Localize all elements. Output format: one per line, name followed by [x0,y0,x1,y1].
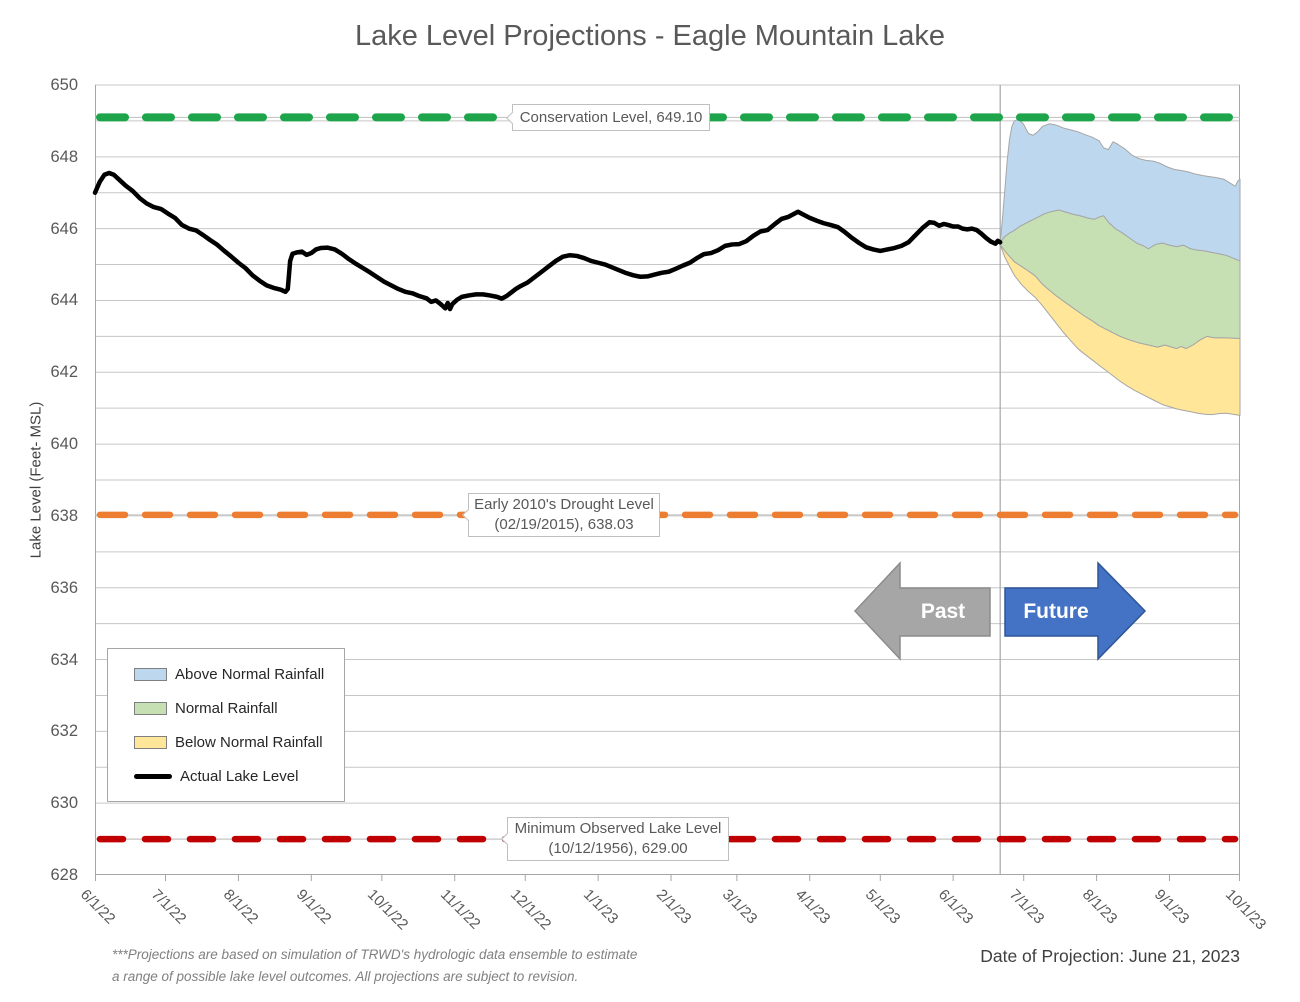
y-tick-label: 644 [50,291,78,310]
footnote-line2: a range of possible lake level outcomes.… [112,968,579,984]
x-tick-label: 6/1/22 [76,886,119,928]
legend-item-below-normal: Below Normal Rainfall [134,734,344,751]
legend-item-above-normal: Above Normal Rainfall [134,666,344,683]
drought-level-text-line2: (02/19/2015), 638.03 [494,516,634,533]
conservation-level-callout: Conservation Level, 649.10 [512,104,710,131]
x-tick-label: 5/1/23 [862,886,904,928]
above-normal-band [999,118,1241,262]
x-tick-label: 9/1/22 [293,886,335,928]
x-tick-label: 10/1/22 [363,886,412,934]
x-tick-label: 1/1/23 [580,886,622,928]
footnote-line1: ***Projections are based on simulation o… [112,947,638,962]
x-tick-label: 12/1/22 [507,886,555,934]
x-tick-label: 11/1/22 [436,886,484,933]
x-tick-label: 7/1/22 [147,886,190,928]
y-axis-title: Lake Level (Feet- MSL) [27,401,45,559]
minimum-observed-text-line2: (10/12/1956), 629.00 [548,840,688,857]
legend-label: Normal Rainfall [175,699,278,717]
drought-level-callout: Early 2010's Drought Level (02/19/2015),… [468,493,660,537]
y-tick-label: 634 [50,650,78,669]
future-arrow-icon [1004,561,1147,661]
x-tick-label: 6/1/23 [935,886,977,928]
y-tick-label: 630 [50,794,78,813]
conservation-level-text: Conservation Level, 649.10 [519,108,703,126]
x-tick-label: 3/1/23 [718,886,761,928]
y-tick-label: 640 [50,435,78,454]
y-tick-label: 628 [50,866,78,884]
above-normal-swatch-icon [134,667,167,681]
x-tick-label: 10/1/23 [1221,886,1270,934]
legend-item-normal: Normal Rainfall [134,700,344,717]
x-tick-label: 2/1/23 [652,886,695,928]
normal-swatch-icon [134,701,167,715]
y-tick-label: 646 [50,219,78,238]
chart-title: Lake Level Projections - Eagle Mountain … [354,20,946,52]
y-tick-label: 650 [50,76,78,94]
x-tick-label: 8/1/23 [1078,886,1121,928]
x-tick-label: 4/1/23 [791,886,834,928]
below-normal-swatch-icon [134,735,167,749]
actual-level-line-icon [134,773,172,779]
projection-bands [999,118,1241,416]
past-arrow-icon [853,561,991,661]
legend: Above Normal Rainfall Normal Rainfall Be… [107,648,345,802]
past-future-arrows: Past Future [853,561,1147,661]
y-tick-label: 636 [50,578,78,597]
x-tick-label: 9/1/23 [1151,886,1193,928]
actual-lake-level-line [92,170,1003,312]
legend-label: Actual Lake Level [180,767,299,785]
past-arrow-label: Past [921,600,965,623]
y-tick-label: 642 [50,363,78,382]
y-tick-label: 632 [50,722,78,741]
drought-level-text-line1: Early 2010's Drought Level [474,496,654,513]
y-tick-label: 638 [50,506,78,525]
projection-date-label: Date of Projection: June 21, 2023 [980,946,1240,966]
minimum-observed-text-line1: Minimum Observed Lake Level [514,820,722,837]
future-arrow-label: Future [1023,600,1088,623]
minimum-observed-callout: Minimum Observed Lake Level (10/12/1956)… [507,817,729,861]
x-tick-label: 8/1/22 [220,886,262,928]
legend-label: Above Normal Rainfall [175,665,325,683]
footnote: ***Projections are based on simulation o… [112,944,637,987]
x-tick-label: 7/1/23 [1005,886,1048,928]
legend-label: Below Normal Rainfall [175,733,323,751]
y-tick-label: 648 [50,147,78,166]
legend-item-actual-level: Actual Lake Level [134,768,344,785]
